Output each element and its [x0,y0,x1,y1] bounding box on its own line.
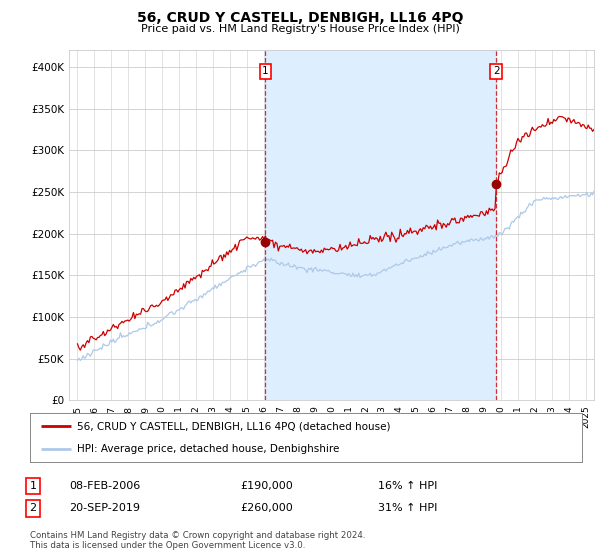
Text: 2: 2 [493,66,499,76]
Text: £260,000: £260,000 [240,503,293,514]
Text: 20-SEP-2019: 20-SEP-2019 [69,503,140,514]
Text: 56, CRUD Y CASTELL, DENBIGH, LL16 4PQ (detached house): 56, CRUD Y CASTELL, DENBIGH, LL16 4PQ (d… [77,421,391,431]
Text: 2: 2 [29,503,37,514]
Text: HPI: Average price, detached house, Denbighshire: HPI: Average price, detached house, Denb… [77,444,339,454]
Text: Price paid vs. HM Land Registry's House Price Index (HPI): Price paid vs. HM Land Registry's House … [140,24,460,34]
Text: Contains HM Land Registry data © Crown copyright and database right 2024.
This d: Contains HM Land Registry data © Crown c… [30,531,365,550]
Text: 31% ↑ HPI: 31% ↑ HPI [378,503,437,514]
Text: 08-FEB-2006: 08-FEB-2006 [69,481,140,491]
Text: 16% ↑ HPI: 16% ↑ HPI [378,481,437,491]
Text: £190,000: £190,000 [240,481,293,491]
Text: 56, CRUD Y CASTELL, DENBIGH, LL16 4PQ: 56, CRUD Y CASTELL, DENBIGH, LL16 4PQ [137,11,463,25]
Text: 1: 1 [262,66,269,76]
Text: 1: 1 [29,481,37,491]
Bar [265,50,496,400]
